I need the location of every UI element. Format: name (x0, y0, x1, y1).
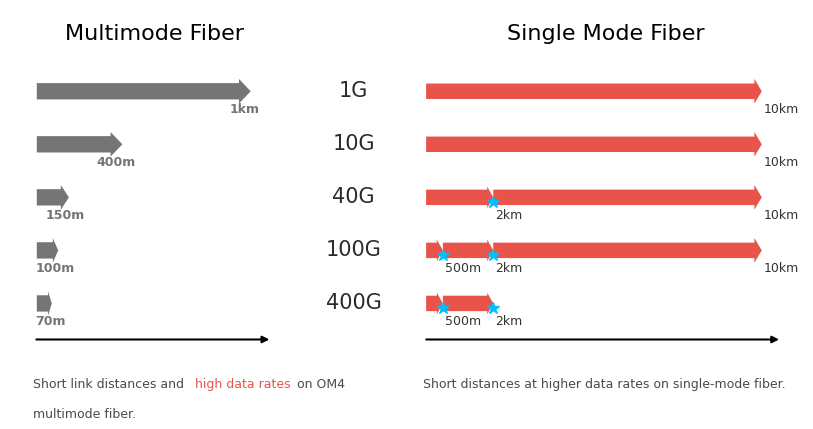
FancyArrow shape (426, 132, 762, 157)
Text: high data rates: high data rates (195, 378, 290, 390)
Text: 100G: 100G (326, 240, 381, 260)
FancyArrow shape (443, 293, 493, 314)
Text: 400m: 400m (97, 156, 136, 169)
Text: Short distances at higher data rates on single-mode fiber.: Short distances at higher data rates on … (423, 378, 785, 390)
Text: 1km: 1km (230, 103, 260, 116)
Title: Single Mode Fiber: Single Mode Fiber (506, 24, 705, 44)
Text: 2km: 2km (495, 315, 522, 328)
Text: 100m: 100m (36, 262, 75, 275)
FancyArrow shape (37, 291, 52, 316)
Text: 2km: 2km (495, 209, 522, 222)
FancyArrow shape (37, 79, 250, 103)
Text: 2km: 2km (495, 262, 522, 275)
Text: 500m: 500m (445, 315, 480, 328)
Text: 500m: 500m (445, 262, 480, 275)
Text: 70m: 70m (35, 315, 65, 328)
Title: Multimode Fiber: Multimode Fiber (65, 24, 244, 44)
FancyArrow shape (426, 239, 443, 261)
Text: multimode fiber.: multimode fiber. (33, 408, 136, 420)
Text: 10km: 10km (763, 262, 798, 275)
FancyArrow shape (493, 238, 762, 263)
FancyArrow shape (493, 185, 762, 210)
Text: 150m: 150m (46, 209, 85, 222)
Text: 10km: 10km (763, 103, 798, 116)
FancyArrow shape (426, 79, 762, 104)
Text: 10km: 10km (763, 209, 798, 222)
FancyArrow shape (426, 187, 493, 208)
FancyArrow shape (37, 238, 59, 263)
Text: 400G: 400G (326, 293, 381, 314)
Text: 10km: 10km (763, 156, 798, 169)
FancyArrow shape (37, 185, 69, 210)
FancyArrow shape (37, 132, 123, 157)
Text: Short link distances and: Short link distances and (33, 378, 188, 390)
Text: 10G: 10G (333, 134, 375, 154)
FancyArrow shape (426, 293, 443, 314)
FancyArrow shape (443, 239, 493, 261)
Text: 40G: 40G (333, 187, 375, 207)
Text: 1G: 1G (339, 81, 368, 101)
Text: on OM4: on OM4 (293, 378, 345, 390)
